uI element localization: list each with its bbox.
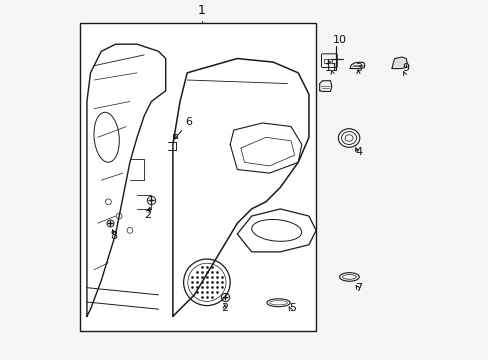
Text: 1: 1 bbox=[197, 4, 205, 17]
Text: 4: 4 bbox=[355, 147, 362, 157]
Bar bbox=[80, 23, 315, 330]
Text: 8: 8 bbox=[110, 231, 117, 241]
Text: 5: 5 bbox=[289, 303, 296, 314]
Text: 2: 2 bbox=[221, 303, 228, 314]
Text: 7: 7 bbox=[355, 283, 362, 293]
Text: 2: 2 bbox=[144, 210, 151, 220]
Text: 11: 11 bbox=[325, 63, 339, 73]
Text: 3: 3 bbox=[355, 63, 362, 73]
Text: 9: 9 bbox=[401, 63, 408, 73]
Text: 6: 6 bbox=[185, 117, 192, 127]
Text: 10: 10 bbox=[332, 35, 346, 45]
